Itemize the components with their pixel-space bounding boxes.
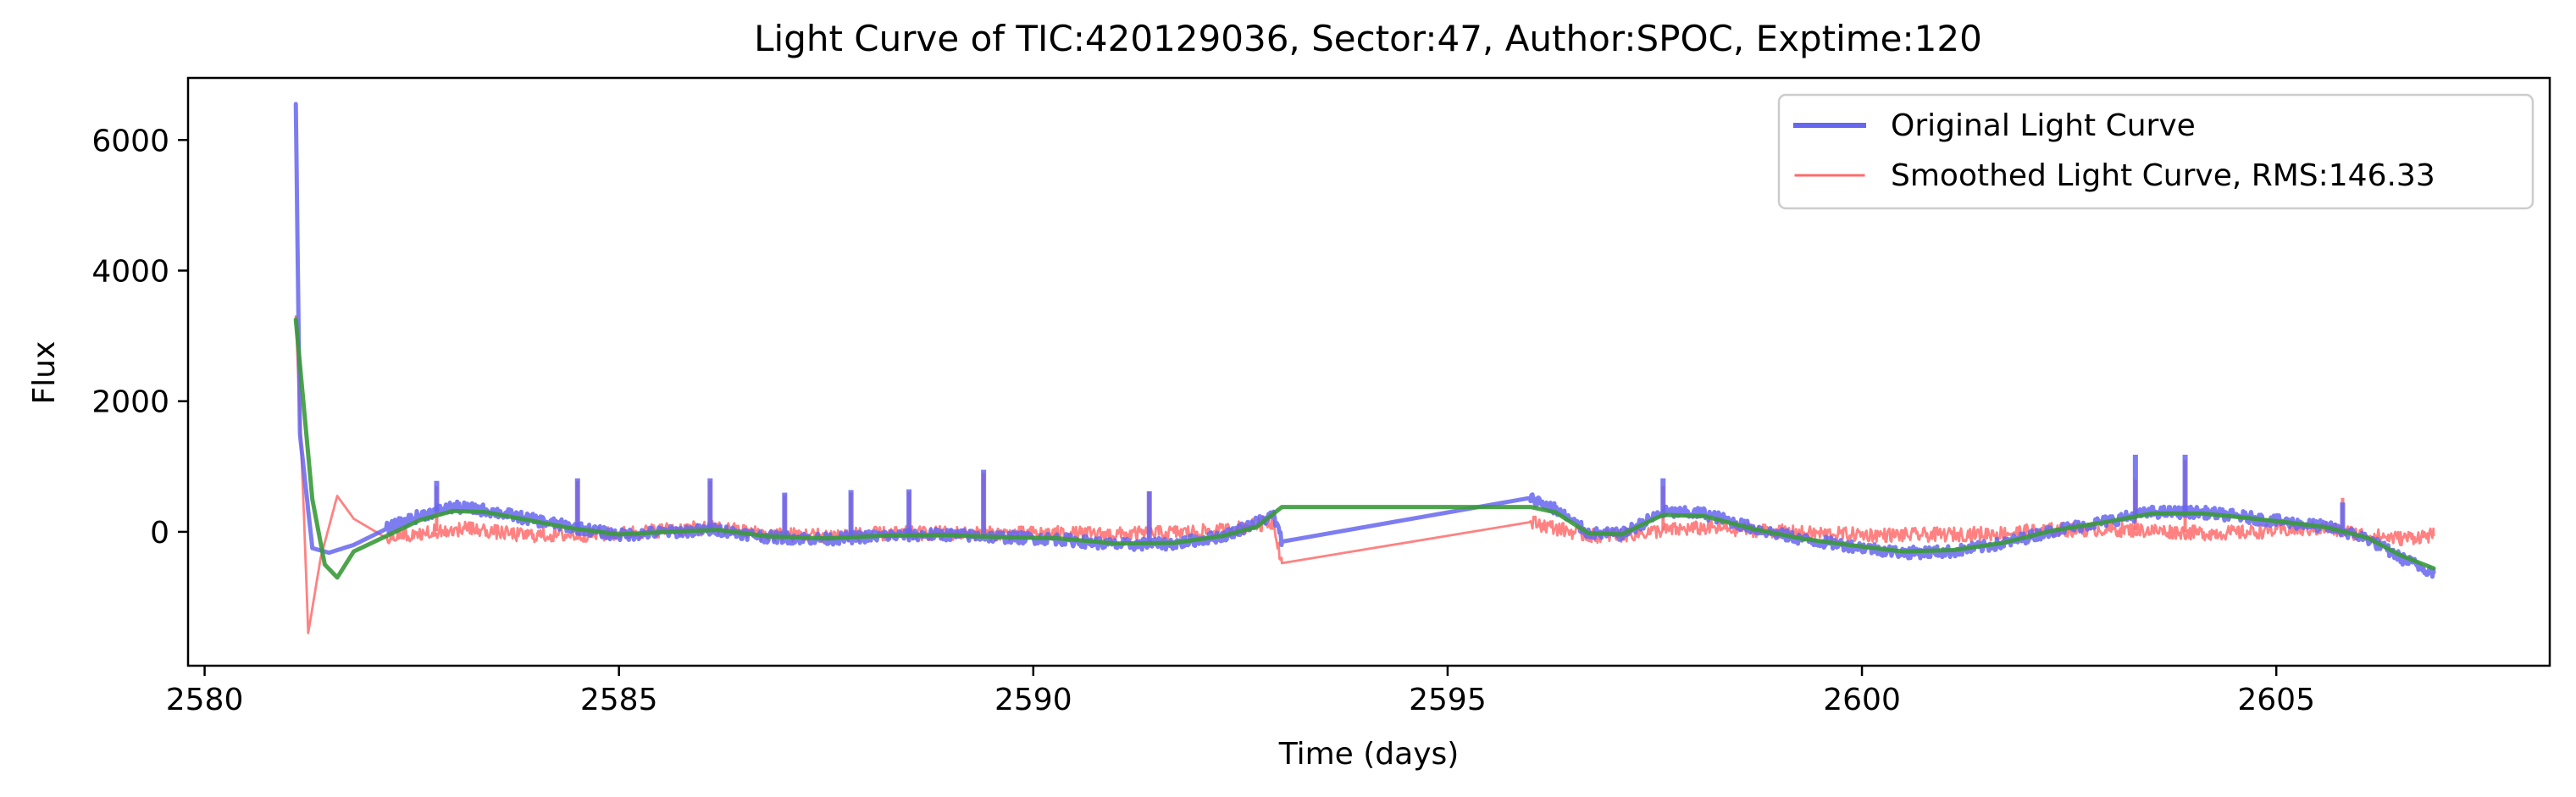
- legend-box: [1777, 93, 2534, 210]
- axis-ticks: 2580 2585 2590 2595 2600 2605 0 2000 4000 6000: [91, 124, 2315, 717]
- series-smoothed: [294, 315, 2435, 634]
- chart-title: Light Curve of TIC:420129036, Sector:47,…: [754, 18, 1982, 59]
- x-tick-label: 2580: [166, 683, 244, 717]
- series-trend: [293, 317, 2436, 580]
- y-tick-label: 6000: [91, 124, 169, 158]
- x-tick-label: 2595: [1409, 683, 1487, 717]
- y-tick-label: 0: [150, 516, 169, 551]
- legend: Original Light Curve Smoothed Light Curv…: [1777, 93, 2534, 210]
- x-tick-label: 2605: [2237, 683, 2315, 717]
- plot-frame: [186, 76, 2551, 667]
- plot-area: [293, 102, 2436, 634]
- x-tick-label: 2590: [994, 683, 1072, 717]
- x-tick-label: 2585: [580, 683, 658, 717]
- x-axis-label: Time (days): [1278, 737, 1460, 772]
- y-axis-label: Flux: [27, 341, 62, 405]
- legend-label-smoothed: Smoothed Light Curve, RMS:146.33: [1891, 158, 2435, 193]
- x-tick-label: 2600: [1823, 683, 1901, 717]
- legend-label-original: Original Light Curve: [1891, 108, 2196, 143]
- y-tick-label: 4000: [91, 254, 169, 289]
- y-tick-label: 2000: [91, 385, 169, 420]
